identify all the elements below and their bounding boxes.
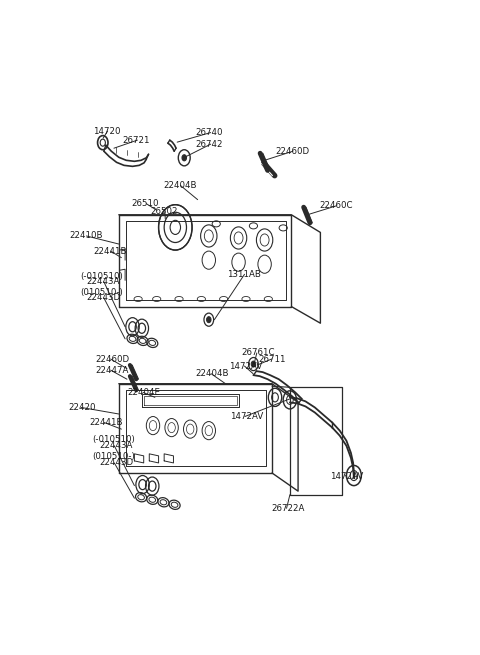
Text: 1311AB: 1311AB: [228, 270, 261, 279]
Text: 26711: 26711: [259, 354, 286, 364]
Text: 1472AV: 1472AV: [330, 472, 363, 481]
Text: 22460D: 22460D: [96, 354, 130, 364]
Text: 26742: 26742: [196, 140, 223, 149]
Text: 22443D: 22443D: [87, 293, 121, 303]
Text: 22443D: 22443D: [99, 458, 133, 468]
Circle shape: [206, 316, 211, 323]
Text: (-010510): (-010510): [81, 272, 123, 281]
Text: 22441B: 22441B: [89, 418, 122, 427]
Text: 22410B: 22410B: [69, 231, 103, 240]
Text: 26722A: 26722A: [271, 504, 305, 513]
Text: 22460D: 22460D: [276, 147, 310, 156]
Text: (010510-): (010510-): [93, 453, 135, 461]
Text: (010510-): (010510-): [81, 288, 123, 297]
Text: 26721: 26721: [122, 136, 150, 145]
Text: 26510: 26510: [132, 199, 159, 208]
Text: 22404E: 22404E: [128, 388, 161, 397]
Text: 22420: 22420: [68, 403, 96, 412]
Text: 22441B: 22441B: [94, 246, 127, 255]
Text: 22404B: 22404B: [196, 369, 229, 378]
Text: (-010510): (-010510): [93, 435, 135, 444]
Text: 1472AV: 1472AV: [229, 412, 263, 421]
Circle shape: [251, 361, 256, 367]
Text: 22404B: 22404B: [163, 181, 197, 190]
Text: 22443A: 22443A: [87, 277, 120, 286]
Circle shape: [182, 155, 186, 161]
Text: 1472AV: 1472AV: [229, 362, 263, 371]
Text: 22443A: 22443A: [99, 441, 132, 450]
Text: 14720: 14720: [93, 126, 120, 136]
Text: 22447A: 22447A: [96, 365, 129, 375]
Text: 26740: 26740: [196, 128, 223, 137]
Text: 26761C: 26761C: [241, 348, 275, 358]
Text: 26502: 26502: [150, 207, 178, 216]
Text: 22460C: 22460C: [320, 201, 353, 210]
